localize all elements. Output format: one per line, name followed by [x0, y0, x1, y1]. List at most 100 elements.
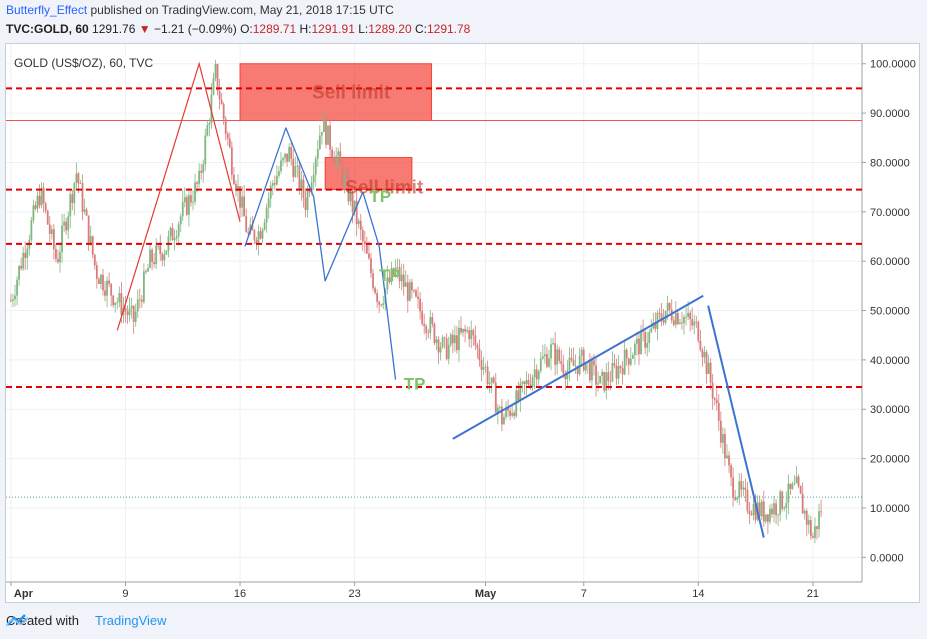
- candle-body: [482, 367, 485, 370]
- candle-body: [546, 354, 548, 367]
- tp-label: TP: [379, 266, 401, 285]
- candle-body: [374, 288, 376, 293]
- candle-body: [644, 332, 647, 348]
- candle-body: [640, 330, 642, 355]
- candle-body: [429, 317, 432, 334]
- candle-body: [625, 349, 628, 359]
- last-price: 1291.76: [92, 22, 136, 36]
- candle-body: [388, 277, 391, 283]
- candle-body: [157, 245, 160, 247]
- candle-body: [261, 229, 264, 239]
- candle-body: [24, 252, 27, 258]
- candle-body: [679, 322, 681, 324]
- price-axis-label: 50.0000: [870, 306, 910, 318]
- candle-body: [81, 183, 84, 212]
- chart-panel[interactable]: [5, 43, 920, 603]
- candle-body: [764, 514, 767, 522]
- candle-body: [218, 91, 221, 100]
- price-axis-label: 0.0000: [870, 552, 904, 564]
- candle-body: [533, 369, 536, 378]
- candle-body: [155, 245, 158, 265]
- candle-body: [775, 503, 777, 516]
- candle-body: [165, 250, 168, 255]
- candle-body: [284, 153, 286, 159]
- close-label: C:: [414, 22, 427, 36]
- open-value: 1289.71: [252, 22, 297, 36]
- candle-body: [278, 171, 280, 176]
- candle-body: [408, 282, 411, 301]
- candle-body: [421, 311, 424, 324]
- candle-body: [50, 229, 53, 234]
- time-axis-label: Apr: [14, 588, 34, 600]
- candle-body: [629, 358, 632, 365]
- publisher-line: Butterfly_Effect published on TradingVie…: [6, 3, 394, 17]
- candle-body: [61, 225, 63, 253]
- candle-body: [314, 158, 317, 175]
- candle-body: [650, 328, 653, 333]
- candle-body: [140, 299, 143, 302]
- candle-body: [359, 220, 362, 230]
- candle-body: [20, 265, 23, 269]
- candle-body: [781, 491, 784, 509]
- candle-body: [654, 322, 657, 329]
- tradingview-brand[interactable]: TradingView: [94, 613, 167, 628]
- candle-body: [185, 197, 188, 215]
- candle-body: [153, 262, 156, 265]
- candle-body: [451, 334, 454, 344]
- candle-body: [30, 220, 33, 240]
- candle-body: [14, 295, 16, 300]
- candle-body: [466, 330, 469, 332]
- candle-body: [323, 118, 325, 133]
- candle-body: [498, 406, 501, 408]
- candle-body: [355, 200, 358, 225]
- candle-body: [517, 390, 520, 400]
- down-arrow-icon: ▼: [138, 22, 151, 36]
- candle-body: [216, 64, 219, 92]
- candle-body: [484, 366, 487, 368]
- candle-body: [623, 349, 626, 375]
- candle-body: [507, 407, 509, 411]
- candle-body: [701, 349, 704, 358]
- candle-body: [406, 282, 409, 301]
- candle-body: [349, 192, 352, 202]
- candle-body: [801, 493, 804, 514]
- candle-body: [245, 216, 248, 232]
- candle-body: [327, 125, 329, 145]
- candle-body: [208, 123, 211, 126]
- candle-body: [294, 166, 297, 177]
- candle-body: [273, 183, 276, 185]
- published-text: published on TradingView.com, May 21, 20…: [87, 3, 394, 17]
- price-axis-label: 70.0000: [870, 207, 910, 219]
- open-label: O:: [240, 22, 253, 36]
- author-link[interactable]: Butterfly_Effect: [6, 3, 88, 17]
- sell-limit-label: Sell limit: [345, 178, 424, 199]
- candle-body: [715, 399, 718, 404]
- candle-body: [464, 328, 466, 332]
- candle-body: [132, 305, 135, 322]
- candle-body: [255, 240, 258, 244]
- candle-body: [183, 197, 186, 203]
- candle-body: [527, 380, 530, 385]
- candle-body: [259, 231, 262, 239]
- candle-body: [38, 195, 41, 206]
- candle-body: [805, 510, 808, 525]
- candle-body: [280, 160, 282, 172]
- candle-body: [181, 202, 184, 217]
- candle-body: [496, 407, 499, 413]
- candle-body: [666, 303, 669, 311]
- candle-body: [339, 151, 342, 165]
- candle-body: [709, 362, 712, 383]
- candle-body: [447, 344, 450, 360]
- candle-body: [196, 182, 198, 184]
- candle-body: [619, 366, 622, 369]
- candle-body: [306, 189, 309, 211]
- candle-body: [490, 377, 493, 383]
- candle-body: [169, 227, 172, 237]
- candle-body: [365, 244, 368, 254]
- candle-body: [147, 267, 149, 272]
- candle-body: [580, 349, 583, 356]
- candle-body: [771, 508, 773, 515]
- candle-body: [494, 382, 497, 413]
- candle-body: [607, 372, 610, 381]
